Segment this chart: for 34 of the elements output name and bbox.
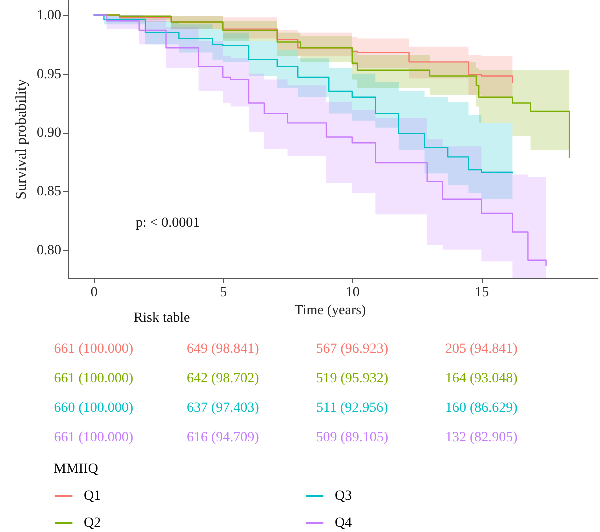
y-tick-label: 0.95 <box>37 67 62 82</box>
text: 661 (100.000) <box>54 372 134 386</box>
text: 616 (94.709) <box>186 430 260 446</box>
y-axis-title: Survival probability <box>14 78 30 200</box>
text: 661 (100.000) <box>54 342 134 357</box>
text: 205 (94.841) <box>445 342 518 357</box>
y-tick-label: 0.90 <box>37 126 62 142</box>
legend-title: MMIIQ <box>54 462 98 477</box>
x-axis-title: Time (years) <box>294 304 367 318</box>
x-tick-label: 0 <box>90 286 98 300</box>
text: 637 (97.403) <box>186 401 260 416</box>
legend-label: Q2 <box>84 516 102 531</box>
text: 509 (89.105) <box>316 430 389 446</box>
text: 567 (96.923) <box>316 342 389 357</box>
text: 519 (95.932) <box>316 372 389 386</box>
x-tick-label: 10 <box>346 286 360 300</box>
text: 642 (98.702) <box>186 372 260 386</box>
x-tick-label: 5 <box>220 286 228 300</box>
text: 649 (98.841) <box>186 342 260 357</box>
text: 132 (82.905) <box>445 430 518 446</box>
legend-label: Q4 <box>335 516 352 531</box>
legend-label: Q3 <box>335 489 352 504</box>
y-tick-label: 0.85 <box>37 184 62 200</box>
y-tick-label: 1.00 <box>37 8 62 24</box>
text: 511 (92.956) <box>316 401 389 416</box>
legend-label: Q1 <box>84 489 102 504</box>
text: Risk table <box>134 311 190 326</box>
text: 661 (100.000) <box>54 430 134 446</box>
text: 164 (93.048) <box>445 372 518 386</box>
x-tick-label: 15 <box>475 286 490 300</box>
text: 160 (86.629) <box>445 401 518 416</box>
text: 660 (100.000) <box>54 401 134 416</box>
y-tick-label: 0.80 <box>37 243 62 258</box>
annotation: p: < 0.0001 <box>136 216 200 231</box>
